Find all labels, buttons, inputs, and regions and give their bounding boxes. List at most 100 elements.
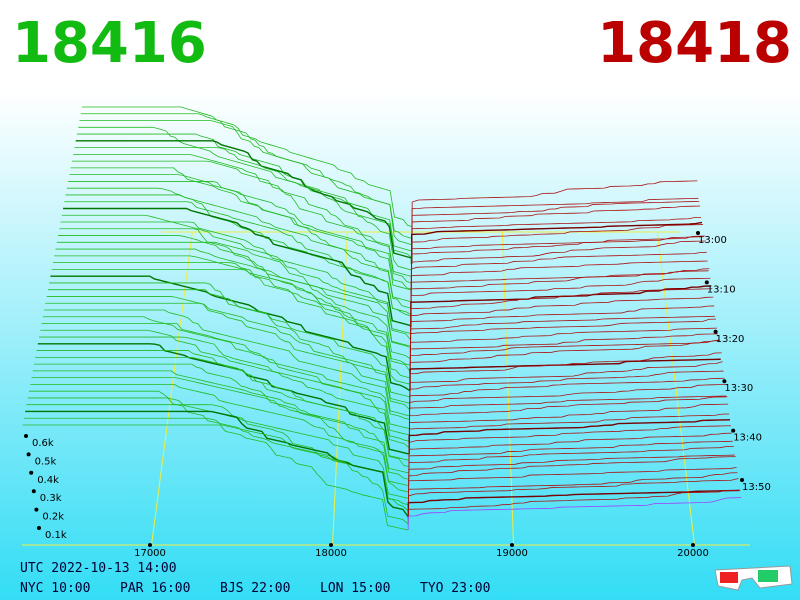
depth-tick — [26, 452, 31, 457]
plot: 17000 18000 19000 20000 0.1k 0.2k 0.3k 0.4k 0.5k… — [22, 106, 771, 559]
time-label: 13:20 — [716, 334, 745, 345]
ask-trace — [409, 339, 719, 378]
time-label: 13:50 — [742, 482, 771, 493]
depth-label: 0.5k — [35, 456, 57, 467]
bid-trace — [37, 343, 410, 455]
ask-trace — [409, 377, 725, 416]
bid-trace — [61, 214, 411, 334]
ask-trace — [409, 395, 727, 429]
bid-trace — [52, 262, 410, 379]
time-label: 13:00 — [698, 235, 727, 246]
bid-trace — [70, 167, 412, 290]
ask-trace — [411, 224, 703, 271]
bid-trace — [22, 424, 408, 531]
time-tick — [722, 379, 727, 384]
ask-trace — [408, 425, 731, 461]
ask-trace — [410, 240, 706, 290]
price-label: 20000 — [677, 548, 709, 559]
bid-trace — [51, 268, 410, 385]
bid-trace — [79, 120, 412, 246]
time-tick — [696, 231, 700, 235]
ask-trace — [410, 296, 714, 340]
bid-trace — [76, 133, 412, 258]
ask-trace — [410, 285, 712, 328]
ask-trace — [410, 318, 717, 359]
bid-trace — [75, 140, 413, 264]
bid-trace — [41, 323, 410, 436]
depth-tick — [37, 526, 41, 530]
price-tick — [148, 543, 152, 547]
time-tick — [731, 428, 736, 433]
ask-trace — [410, 270, 709, 309]
depth-tick — [29, 470, 34, 475]
bid-trace — [59, 228, 411, 347]
bid-trace — [30, 384, 409, 493]
depth-tick — [34, 507, 39, 512]
price-label: 19000 — [496, 548, 528, 559]
ask-trace — [409, 396, 728, 435]
price-label: 18000 — [315, 548, 347, 559]
zone-time: PAR 16:00 — [120, 581, 190, 596]
ask-trace — [410, 251, 707, 296]
depth-label: 0.4k — [37, 475, 59, 486]
ask-trace — [411, 197, 699, 239]
bid-trace — [56, 241, 411, 360]
ask-trace — [411, 221, 703, 264]
ask-trace — [411, 236, 704, 277]
ask-trace — [410, 277, 711, 321]
ask-trace — [410, 315, 716, 353]
ask-trace — [411, 235, 705, 283]
ask-trace — [409, 370, 724, 410]
depth-label: 0.2k — [42, 512, 64, 523]
ask-trace — [409, 333, 718, 372]
bid-trace — [63, 207, 412, 328]
bid-trace — [26, 404, 409, 512]
ask-trace — [408, 456, 736, 492]
bid-trace — [71, 160, 412, 284]
bid-trace — [60, 221, 411, 341]
price-tick — [329, 543, 333, 547]
ask-trace — [408, 419, 731, 454]
ask-price: 18418 — [597, 11, 792, 76]
price-tick — [510, 543, 514, 547]
zone-time: LON 15:00 — [320, 581, 390, 596]
bid-trace — [27, 397, 409, 506]
ask-trace — [408, 445, 734, 480]
bid-trace — [80, 113, 412, 239]
ask-trace — [407, 497, 742, 530]
ask-trace — [411, 180, 698, 232]
ask-trace — [407, 489, 740, 518]
ask-trace — [410, 268, 710, 315]
bid-trace — [74, 147, 412, 271]
bid-trace — [39, 336, 410, 448]
ask-trace — [409, 361, 723, 404]
ask-trace — [410, 305, 715, 347]
ask-trace — [408, 472, 738, 505]
price-label: 17000 — [134, 548, 166, 559]
bid-trace — [40, 329, 410, 442]
zone-time: TYO 23:00 — [420, 581, 490, 596]
bid-trace — [42, 316, 410, 429]
bid-trace — [73, 153, 412, 277]
bid-trace — [35, 356, 409, 467]
bid-trace — [25, 410, 409, 518]
ask-trace — [411, 216, 702, 258]
time-label: 13:30 — [724, 383, 753, 394]
bid-trace — [54, 255, 411, 372]
bid-trace — [44, 309, 410, 423]
ask-trace — [408, 454, 735, 486]
bid-trace — [78, 126, 412, 252]
time-tick — [740, 478, 744, 482]
time-tick — [704, 280, 709, 285]
ask-trace — [408, 403, 729, 442]
ask-trace — [409, 340, 720, 385]
depth-label: 0.6k — [32, 438, 54, 449]
ask-trace — [409, 384, 726, 423]
bid-trace — [32, 370, 409, 480]
bid-trace — [45, 302, 410, 417]
depth-label: 0.3k — [40, 493, 62, 504]
ask-trace — [409, 352, 722, 397]
zone-time: BJS 22:00 — [220, 581, 290, 596]
bid-trace — [49, 282, 410, 398]
